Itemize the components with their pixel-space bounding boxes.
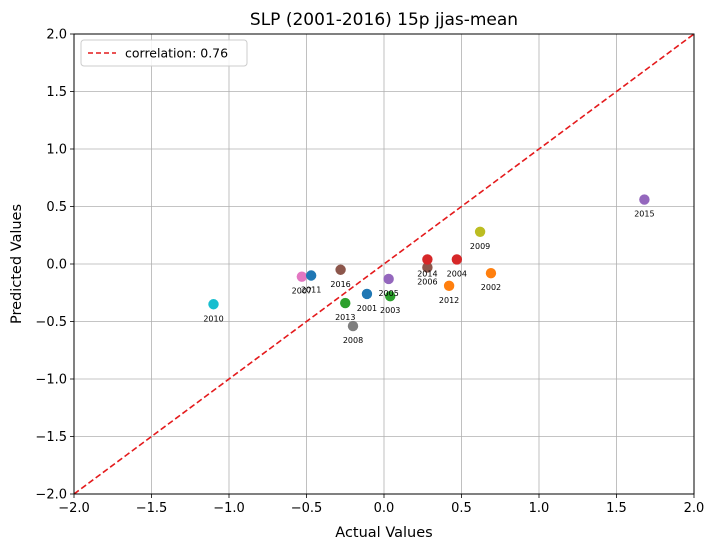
y-tick-label: 1.5 <box>46 85 67 100</box>
data-point-2010 <box>208 299 219 310</box>
chart-title: SLP (2001-2016) 15p jjas-mean <box>250 10 518 30</box>
point-labels: 2001 2002 2003 2004 2005 2006 2007 2008 2009 2010… <box>203 210 654 346</box>
x-tick-label: −1.5 <box>136 501 168 516</box>
y-axis-ticks: −2.0 −1.5 −1.0 −0.5 0.0 0.5 1.0 1.5 2.0 <box>35 28 74 503</box>
x-tick-label: 0.0 <box>374 501 395 516</box>
point-label-2004: 2004 <box>447 269 467 278</box>
point-label-2005: 2005 <box>378 289 398 298</box>
data-point-2001 <box>361 288 373 300</box>
y-tick-label: 0.5 <box>46 200 67 215</box>
point-label-2006: 2006 <box>417 277 437 286</box>
point-label-2008: 2008 <box>343 336 363 345</box>
data-point-2003 <box>385 291 396 302</box>
data-point-2008 <box>347 320 359 332</box>
x-axis-ticks: −2.0 −1.5 −1.0 −0.5 0.0 0.5 1.0 1.5 2.0 <box>58 494 704 516</box>
data-point-2004 <box>451 254 463 265</box>
point-label-2010: 2010 <box>203 314 223 323</box>
data-point-2014 <box>422 254 433 265</box>
correlation-diagonal-line <box>73 33 695 495</box>
data-point-2011 <box>305 270 317 281</box>
point-label-2015: 2015 <box>634 210 654 219</box>
x-tick-label: 0.5 <box>451 501 472 516</box>
x-tick-label: −1.0 <box>213 501 245 516</box>
data-points <box>208 194 650 332</box>
legend-box <box>80 39 248 67</box>
x-tick-label: 2.0 <box>684 501 705 516</box>
y-tick-label: −2.0 <box>35 488 67 503</box>
y-tick-label: −1.0 <box>35 373 67 388</box>
data-point-2009 <box>474 226 486 237</box>
data-point-2016 <box>335 264 346 275</box>
y-tick-label: 0.0 <box>46 258 67 273</box>
y-tick-label: −0.5 <box>35 315 67 330</box>
point-label-2013: 2013 <box>335 313 355 322</box>
data-point-2005 <box>383 273 394 285</box>
point-label-2003: 2003 <box>380 306 400 315</box>
data-point-2002 <box>485 268 497 279</box>
point-label-2007: 2007 <box>292 287 312 296</box>
point-label-2012: 2012 <box>439 296 459 305</box>
x-tick-label: 1.5 <box>606 501 627 516</box>
point-label-2011: 2011 <box>301 286 321 295</box>
y-tick-label: 2.0 <box>46 28 67 43</box>
x-axis-title: Actual Values <box>335 525 432 541</box>
point-label-2009: 2009 <box>470 242 490 251</box>
legend: correlation: 0.76 <box>80 39 248 67</box>
data-point-2013 <box>340 297 351 309</box>
point-label-2016: 2016 <box>330 280 350 289</box>
x-tick-label: −0.5 <box>291 501 323 516</box>
point-label-2014: 2014 <box>417 269 437 278</box>
reference-line <box>73 33 695 495</box>
y-tick-label: −1.5 <box>35 430 67 445</box>
point-label-2001: 2001 <box>357 304 377 313</box>
grid <box>73 33 695 495</box>
legend-entry-correlation: correlation: 0.76 <box>125 46 228 61</box>
x-tick-label: −2.0 <box>58 501 90 516</box>
data-point-2007 <box>296 271 308 282</box>
data-point-2015 <box>639 194 650 205</box>
data-point-2006 <box>422 262 433 273</box>
data-point-2012 <box>443 280 455 292</box>
y-axis-title: Predicted Values <box>9 204 25 324</box>
x-tick-label: 1.0 <box>529 501 550 516</box>
y-tick-label: 1.0 <box>46 143 67 158</box>
point-label-2002: 2002 <box>481 283 501 292</box>
